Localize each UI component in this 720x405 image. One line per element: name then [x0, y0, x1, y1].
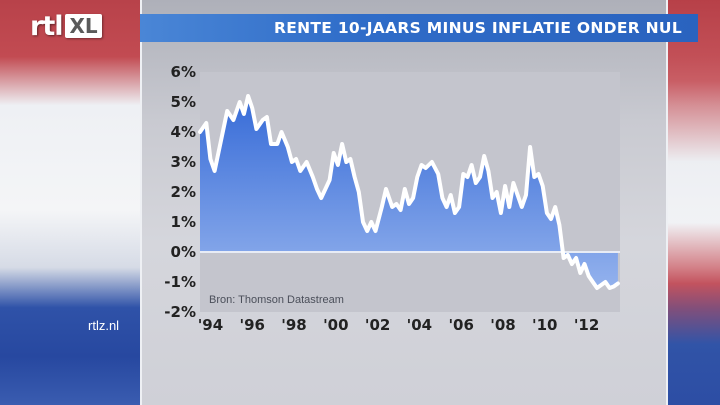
x-tick-label: '04 [407, 316, 432, 334]
logo-rtl-text: rtl [30, 10, 63, 42]
x-tick-label: '02 [365, 316, 390, 334]
area-fill [200, 96, 618, 288]
y-tick-label: 1% [171, 213, 196, 231]
y-axis-ticks: -2% -1% 0% 1% 2% 3% 4% 5% 6% [164, 63, 196, 321]
source-note: Bron: Thomson Datastream [209, 294, 344, 306]
y-tick-label: -2% [164, 303, 196, 321]
title-bar: RENTE 10-JAARS MINUS INFLATIE ONDER NUL [140, 14, 698, 42]
y-tick-label: 4% [171, 123, 196, 141]
y-tick-label: 3% [171, 153, 196, 171]
x-axis-ticks: '94 '96 '98 '00 '02 '04 '06 '08 '10 '12 [198, 316, 600, 334]
x-tick-label: '96 [240, 316, 265, 334]
x-tick-label: '98 [281, 316, 306, 334]
y-tick-label: 2% [171, 183, 196, 201]
x-tick-label: '10 [532, 316, 557, 334]
x-tick-label: '00 [323, 316, 348, 334]
x-tick-label: '08 [490, 316, 515, 334]
site-url: rtlz.nl [88, 318, 120, 333]
y-tick-label: 5% [171, 93, 196, 111]
x-tick-label: '94 [198, 316, 223, 334]
rtlxl-logo: rtl XL [30, 10, 130, 42]
logo-xl-badge: XL [65, 14, 102, 38]
y-tick-label: -1% [164, 273, 196, 291]
series-line [198, 94, 620, 290]
chart-title: RENTE 10-JAARS MINUS INFLATIE ONDER NUL [273, 19, 682, 37]
y-tick-label: 0% [171, 243, 196, 261]
background-right-flag [668, 0, 720, 405]
y-tick-label: 6% [171, 63, 196, 81]
x-tick-label: '06 [448, 316, 473, 334]
x-tick-label: '12 [574, 316, 599, 334]
